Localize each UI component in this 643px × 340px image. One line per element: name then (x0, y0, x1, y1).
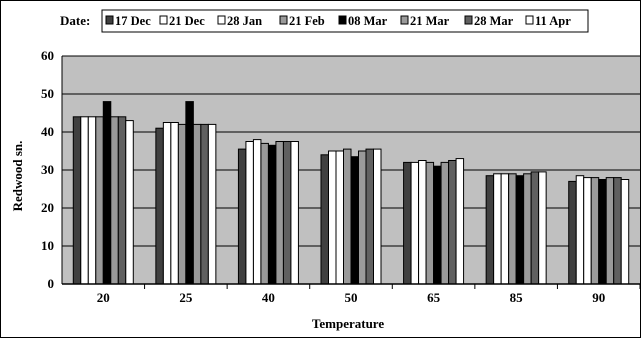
bar-28-mar-25 (200, 123, 209, 285)
legend-label: 28 Jan (227, 14, 262, 28)
legend-label: 21 Dec (169, 14, 205, 28)
bar-28-mar-20 (117, 116, 127, 285)
bar-21-feb-40 (260, 142, 269, 285)
bar-11-apr-85 (538, 171, 547, 285)
y-tick-label: 50 (41, 86, 54, 101)
x-tick-label: 20 (97, 290, 110, 305)
legend-label: 11 Apr (535, 14, 571, 28)
bar-11-apr-50 (373, 148, 382, 285)
bar-21-dec-90 (575, 175, 585, 285)
bar-11-apr-90 (620, 179, 630, 285)
legend-title: Date: (60, 13, 90, 28)
bar-21-mar-20 (110, 116, 119, 285)
legend-label: 08 Mar (348, 14, 388, 28)
bar-08-mar-25 (185, 101, 194, 285)
bar-17-dec-90 (568, 180, 577, 285)
bar-21-feb-65 (425, 161, 435, 285)
bar-11-apr-20 (125, 120, 134, 285)
x-tick-label: 65 (427, 290, 441, 305)
legend-label: 21 Mar (410, 14, 450, 28)
bar-21-feb-90 (590, 177, 600, 285)
legend-swatch (464, 15, 473, 25)
bar-28-jan-40 (252, 139, 262, 285)
bar-21-feb-85 (508, 173, 517, 285)
y-tick-label: 10 (41, 238, 54, 253)
bar-21-dec-65 (410, 161, 420, 285)
legend-swatch (279, 15, 288, 25)
bar-21-mar-50 (358, 150, 367, 285)
bar-21-mar-85 (523, 173, 532, 285)
y-axis-label: Redwood sn. (10, 141, 25, 212)
bar-21-dec-40 (245, 141, 254, 285)
bar-28-jan-20 (87, 116, 97, 285)
legend-swatch (105, 15, 114, 25)
bar-08-mar-90 (598, 179, 607, 285)
bar-21-feb-20 (95, 116, 104, 285)
bar-28-jan-50 (335, 150, 344, 285)
bar-28-mar-90 (613, 177, 622, 285)
bar-21-mar-65 (440, 161, 450, 285)
x-tick-label: 90 (592, 290, 605, 305)
legend-swatch (525, 15, 534, 25)
bar-11-apr-25 (207, 123, 217, 285)
legend-label: 28 Mar (474, 14, 514, 28)
bar-21-dec-20 (80, 116, 89, 285)
bar-17-dec-65 (403, 161, 412, 285)
bar-28-mar-65 (448, 160, 457, 285)
bar-08-mar-20 (102, 101, 112, 285)
bar-21-mar-40 (275, 141, 284, 285)
bar-28-mar-50 (365, 148, 374, 285)
bar-28-mar-85 (530, 171, 540, 285)
x-axis-label: Temperature (312, 316, 384, 331)
bar-08-mar-50 (350, 156, 359, 285)
legend: Date: 17 Dec 21 Dec 28 Jan 21 Feb 08 Mar 21 Ma… (60, 9, 589, 33)
legend-swatch (338, 15, 347, 25)
bar-28-jan-90 (583, 177, 592, 285)
bar-08-mar-65 (433, 165, 442, 285)
axes (61, 56, 641, 289)
bar-28-jan-25 (170, 122, 179, 285)
bar-21-dec-25 (162, 122, 172, 285)
bar-21-feb-25 (177, 123, 187, 285)
y-tick-label: 20 (41, 200, 54, 215)
legend-label: 21 Feb (289, 14, 325, 28)
x-tick-label: 85 (510, 290, 524, 305)
y-tick-label: 0 (48, 276, 55, 291)
y-tick-label: 40 (41, 124, 54, 139)
bar-08-mar-85 (515, 175, 525, 285)
bar-17-dec-50 (320, 154, 329, 285)
x-tick-label: 25 (179, 290, 193, 305)
bars (72, 101, 630, 285)
bar-21-mar-25 (192, 123, 202, 285)
legend-swatch (400, 15, 409, 25)
x-tick-labels: 20 25 40 50 65 85 90 (97, 290, 605, 305)
y-tick-label: 30 (41, 162, 54, 177)
bar-17-dec-25 (155, 127, 164, 285)
bar-28-jan-85 (500, 173, 510, 285)
bar-17-dec-20 (72, 116, 82, 285)
y-tick-labels: 0 10 20 30 40 50 60 (41, 48, 54, 291)
bar-21-mar-90 (605, 177, 615, 285)
bar-28-jan-65 (418, 160, 427, 285)
bar-08-mar-40 (267, 144, 277, 285)
bar-21-dec-85 (493, 173, 502, 285)
bar-11-apr-65 (455, 158, 465, 285)
y-tick-label: 60 (41, 48, 54, 63)
bar-17-dec-40 (237, 148, 247, 285)
x-tick-label: 40 (262, 290, 275, 305)
legend-swatch (217, 15, 226, 25)
bar-17-dec-85 (485, 175, 495, 285)
x-tick-label: 50 (345, 290, 358, 305)
bar-21-feb-50 (343, 148, 352, 285)
legend-swatch (159, 15, 168, 25)
bar-28-mar-40 (282, 141, 292, 285)
bar-21-dec-50 (328, 150, 337, 285)
bar-11-apr-40 (290, 141, 299, 285)
legend-label: 17 Dec (115, 14, 151, 28)
